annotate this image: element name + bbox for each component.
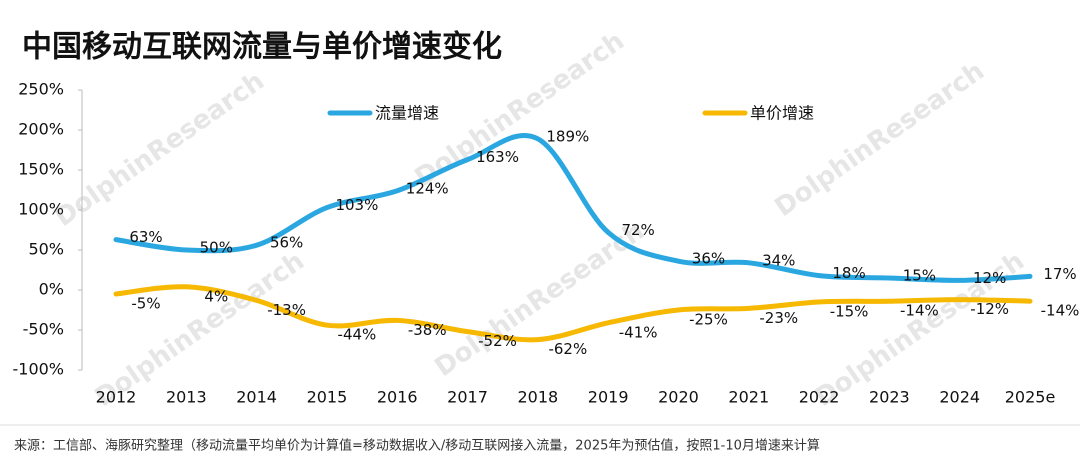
source-note: 来源：工信部、海豚研究整理（移动流量平均单价为计算值=移动数据收入/移动互联网接… xyxy=(14,438,820,454)
y-tick-label: 150% xyxy=(18,160,64,179)
x-tick-label: 2024 xyxy=(939,388,980,407)
y-tick-label: -50% xyxy=(23,320,64,339)
data-label: -13% xyxy=(267,301,306,319)
x-tick-label: 2025e xyxy=(1005,388,1056,407)
data-label: -14% xyxy=(900,302,939,320)
series-line xyxy=(113,284,1033,343)
data-label: 103% xyxy=(335,196,378,214)
data-label: -41% xyxy=(619,323,658,341)
y-tick-label: 250% xyxy=(18,80,64,99)
data-label: 4% xyxy=(204,287,228,305)
y-tick-label: 100% xyxy=(18,200,64,219)
x-tick-label: 2014 xyxy=(236,388,277,407)
data-label: 189% xyxy=(546,127,589,145)
data-label: 124% xyxy=(406,179,449,197)
series-line xyxy=(113,132,1033,283)
data-label: 56% xyxy=(270,234,303,252)
data-label: -44% xyxy=(338,326,377,344)
x-tick-label: 2015 xyxy=(307,388,348,407)
data-label: -52% xyxy=(478,332,517,350)
data-label: -23% xyxy=(759,309,798,327)
x-tick-label: 2021 xyxy=(728,388,769,407)
legend-label: 流量增速 xyxy=(375,104,439,123)
data-label: 50% xyxy=(200,239,233,257)
data-label: 163% xyxy=(476,148,519,166)
x-tick-label: 2022 xyxy=(799,388,840,407)
data-label: 12% xyxy=(973,269,1006,287)
chart-title: 中国移动互联网流量与单价增速变化 xyxy=(22,30,502,65)
x-tick-label: 2019 xyxy=(588,388,629,407)
y-tick-label: 0% xyxy=(39,280,64,299)
x-tick-label: 2023 xyxy=(869,388,910,407)
x-tick-label: 2017 xyxy=(447,388,488,407)
data-label: 17% xyxy=(1043,265,1076,283)
x-tick-label: 2016 xyxy=(377,388,418,407)
data-label: -38% xyxy=(408,321,447,339)
watermark: DolphinResearch xyxy=(770,56,990,223)
data-label: -25% xyxy=(689,311,728,329)
y-tick-label: -100% xyxy=(12,360,64,379)
legend-label: 单价增速 xyxy=(750,104,814,123)
data-label: 36% xyxy=(692,250,725,268)
data-label: 34% xyxy=(762,251,795,269)
data-label: 15% xyxy=(903,267,936,285)
y-tick-label: 200% xyxy=(18,120,64,139)
data-label: -12% xyxy=(970,300,1009,318)
data-label: 72% xyxy=(621,221,654,239)
data-label: -5% xyxy=(131,295,160,313)
x-tick-label: 2020 xyxy=(658,388,699,407)
x-tick-label: 2013 xyxy=(166,388,207,407)
data-label: -14% xyxy=(1041,302,1080,320)
watermark: DolphinResearch xyxy=(50,66,270,233)
x-tick-label: 2012 xyxy=(96,388,137,407)
data-label: -15% xyxy=(830,303,869,321)
data-label: -62% xyxy=(548,340,587,358)
x-tick-label: 2018 xyxy=(517,388,558,407)
data-label: 18% xyxy=(832,264,865,282)
data-label: 63% xyxy=(129,228,162,246)
y-tick-label: 50% xyxy=(28,240,64,259)
